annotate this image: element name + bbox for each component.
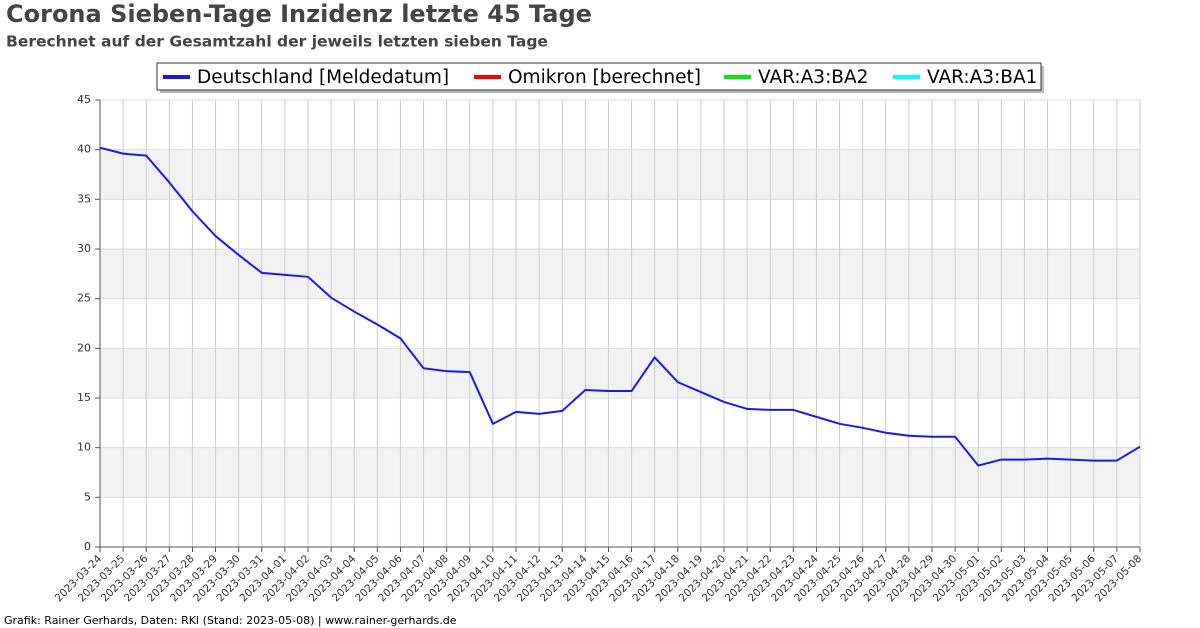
y-tick-label: 40 [77,143,91,156]
y-tick-label: 25 [77,292,91,305]
chart-title: Corona Sieben-Tage Inzidenz letzte 45 Ta… [6,0,592,28]
legend-label: Deutschland [Meldedatum] [197,67,449,88]
y-tick-label: 35 [77,192,91,205]
grid-band [100,249,1140,299]
grid-band [100,149,1140,200]
legend: Deutschland [Meldedatum] Omikron [berechn… [156,62,1044,93]
y-tick-label: 45 [77,93,91,106]
y-tick-label: 0 [84,540,91,553]
grid-band [100,447,1140,498]
chart-subtitle: Berechnet auf der Gesamtzahl der jeweils… [6,33,548,51]
legend-label: VAR:A3:BA1 [927,67,1037,88]
footer: Grafik: Rainer Gerhards, Daten: RKI (Sta… [4,614,457,627]
y-tick-label: 10 [77,441,91,454]
y-tick-label: 5 [84,490,91,503]
y-tick-label: 20 [77,341,91,354]
y-tick-label: 30 [77,242,91,255]
legend-label: VAR:A3:BA2 [758,67,868,88]
y-tick-label: 15 [77,391,91,404]
series-line [99,146,1141,467]
grid-band [100,348,1140,398]
legend-label: Omikron [berechnet] [508,67,701,88]
